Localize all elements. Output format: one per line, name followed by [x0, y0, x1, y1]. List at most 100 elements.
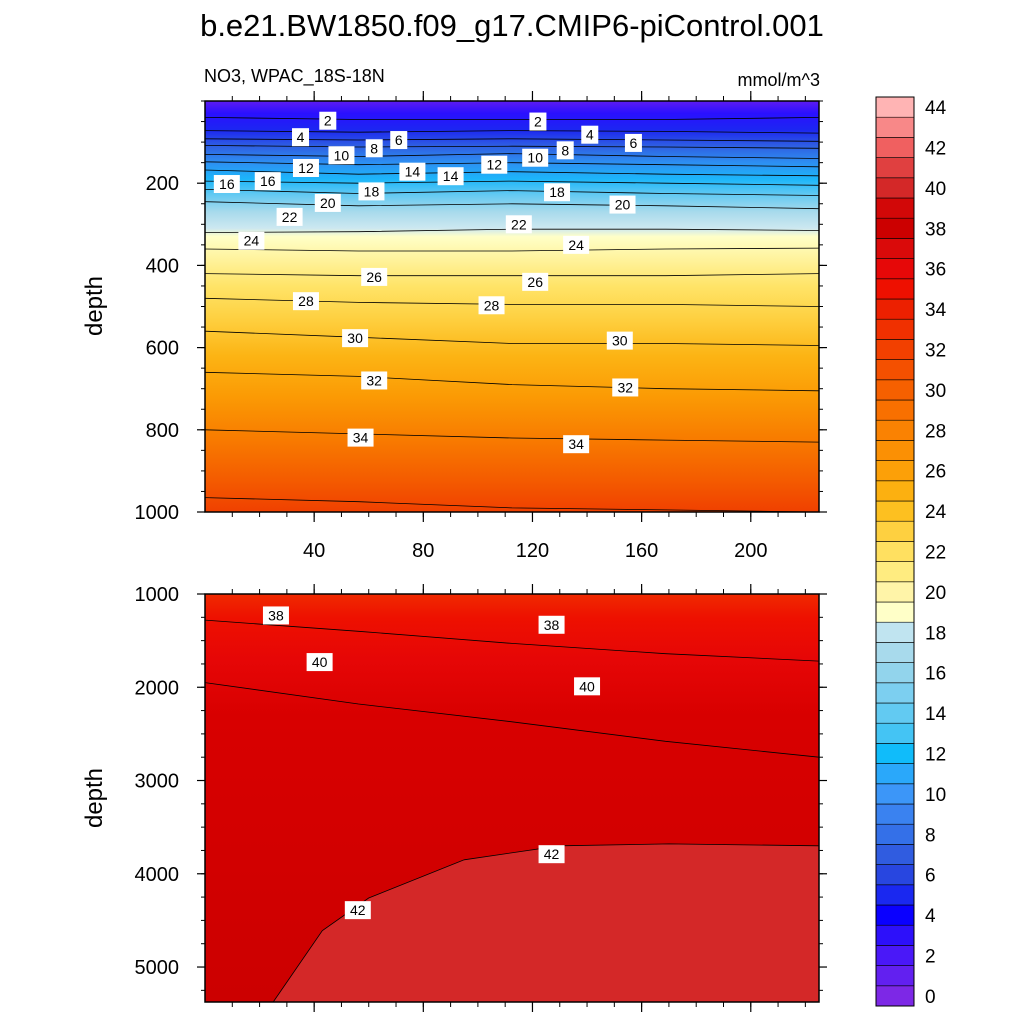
contour-label-text: 26: [527, 274, 543, 290]
contour-label-42: 42: [344, 901, 371, 920]
contour-label-20: 20: [314, 193, 341, 212]
contour-label-text: 26: [366, 269, 382, 285]
x-tick-label: 160: [625, 540, 658, 562]
colorbar-frame: [875, 96, 915, 1007]
contour-label-box: [238, 231, 265, 250]
contour-label-box: [276, 207, 303, 226]
contour-label-4: 4: [292, 128, 310, 147]
contour-label-text: 40: [579, 678, 595, 694]
contour-label-box: [538, 615, 565, 634]
colorbar-swatch: [875, 884, 915, 906]
colorbar-tick-label: 32: [925, 341, 946, 362]
contour-line-24: [204, 247, 820, 252]
contour-label-24: 24: [563, 235, 590, 254]
contour-label-38: 38: [262, 606, 289, 625]
contour-label-text: 8: [370, 140, 378, 156]
contour-label-6: 6: [390, 131, 408, 150]
contour-line-26: [204, 273, 820, 277]
contour-label-box: [538, 845, 565, 864]
contour-label-box: [361, 267, 388, 286]
colorbar-swatch: [875, 642, 915, 663]
colorbar-swatch: [875, 278, 915, 300]
contour-label-box: [319, 111, 337, 130]
lower-ylabel: depth: [81, 768, 108, 828]
contour-line-40: [204, 682, 820, 758]
colorbar-swatch: [875, 743, 915, 764]
colorbar-swatch: [875, 137, 915, 158]
contour-label-text: 42: [544, 846, 560, 862]
colorbar-swatch: [875, 702, 915, 724]
colorbar-swatch: [875, 379, 915, 401]
colorbar-swatch: [875, 96, 915, 118]
contour-fill-42: [273, 843, 819, 1002]
colorbar-tick-label: 6: [925, 866, 936, 887]
contour-label-box: [344, 901, 371, 920]
y-tick-label: 3000: [135, 771, 180, 793]
contour-label-box: [347, 428, 374, 447]
contour-label-box: [481, 155, 508, 174]
colorbar-tick-label: 44: [925, 98, 947, 119]
colorbar-tick-label: 24: [925, 502, 947, 523]
figure-title: b.e21.BW1850.f09_g17.CMIP6-piControl.001: [200, 8, 824, 43]
subtitle-right: mmol/m^3: [738, 70, 820, 90]
contour-label-text: 14: [443, 168, 459, 184]
colorbar-swatch: [875, 419, 915, 441]
contour-label-12: 12: [292, 158, 319, 177]
colorbar-swatch: [875, 965, 915, 987]
contour-label-box: [563, 235, 590, 254]
contour-label-16: 16: [213, 175, 240, 194]
contour-label-text: 4: [586, 127, 594, 143]
contour-line-10: [204, 153, 820, 159]
contour-line-30: [204, 330, 820, 346]
colorbar-swatch: [875, 945, 915, 966]
contour-label-34: 34: [563, 435, 590, 454]
contour-label-text: 30: [612, 333, 628, 349]
colorbar-tick-label: 8: [925, 825, 936, 846]
contour-label-box: [563, 435, 590, 454]
contour-label-14: 14: [437, 167, 464, 186]
colorbar-swatch: [875, 803, 915, 825]
contour-label-text: 32: [617, 379, 633, 395]
lower-axes: 1000 2000 3000 4000 5000: [135, 584, 827, 1012]
colorbar-tick-label: 0: [925, 987, 936, 1008]
contour-label-40: 40: [574, 677, 601, 696]
contour-label-box: [314, 193, 341, 212]
lower-contour-labels: 38 38 40 40 42 42: [262, 606, 601, 920]
contour-label-2: 2: [319, 111, 337, 130]
colorbar-tick-label: 20: [925, 583, 946, 604]
colorbar-swatch: [875, 339, 915, 360]
colorbar-swatch: [875, 722, 915, 744]
contour-label-text: 30: [347, 330, 363, 346]
contour-label-8: 8: [556, 141, 574, 160]
upper-ylabel: depth: [81, 276, 108, 336]
colorbar-tick-label: 34: [925, 300, 947, 321]
contour-label-30: 30: [606, 331, 633, 350]
colorbar-swatch: [875, 823, 915, 845]
contour-label-32: 32: [612, 378, 639, 397]
contour-label-box: [529, 112, 547, 131]
colorbar-tick-label: 4: [925, 906, 936, 927]
contour-label-text: 2: [534, 114, 542, 130]
contour-label-12: 12: [481, 155, 508, 174]
colorbar-swatch: [875, 601, 915, 623]
contour-label-text: 38: [544, 617, 560, 633]
upper-axes: 200 400 600 800 1000 40 80 120 160 200: [135, 91, 827, 562]
colorbar-swatch: [875, 864, 915, 886]
colorbar-swatch: [875, 177, 915, 199]
colorbar-tick-label: 26: [925, 462, 946, 483]
contour-label-14: 14: [399, 162, 426, 181]
colorbar-swatch: [875, 318, 915, 340]
contour-label-text: 38: [268, 607, 284, 623]
colorbar-tick-label: 36: [925, 260, 946, 281]
contour-label-28: 28: [292, 292, 319, 311]
contour-label-text: 14: [405, 164, 421, 180]
contour-label-34: 34: [347, 428, 374, 447]
contour-label-38: 38: [538, 615, 565, 634]
contour-label-text: 18: [549, 184, 565, 200]
contour-label-box: [478, 296, 505, 315]
contour-label-6: 6: [624, 133, 642, 152]
colorbar-swatch: [875, 541, 915, 562]
